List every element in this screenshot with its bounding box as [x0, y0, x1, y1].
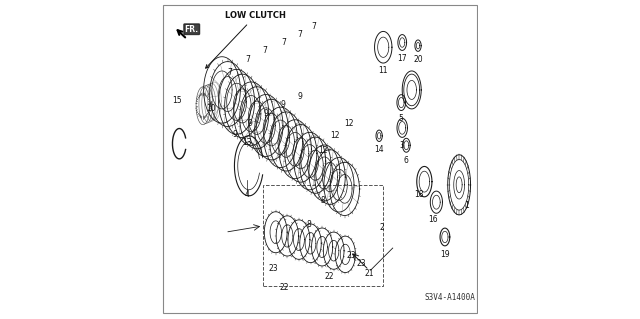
- Text: FR.: FR.: [185, 25, 199, 34]
- Text: 13: 13: [242, 137, 252, 147]
- Text: 23: 23: [347, 251, 356, 260]
- Text: 15: 15: [172, 97, 182, 106]
- Text: 6: 6: [404, 156, 409, 165]
- Text: 7: 7: [227, 68, 232, 77]
- Text: 7: 7: [245, 56, 250, 64]
- Text: 7: 7: [281, 38, 286, 47]
- Text: S3V4-A1400A: S3V4-A1400A: [424, 293, 476, 302]
- Text: 5: 5: [399, 114, 404, 123]
- Text: 12: 12: [319, 145, 328, 154]
- Text: 21: 21: [364, 269, 374, 278]
- Text: 23: 23: [356, 259, 366, 268]
- Text: FR.: FR.: [185, 25, 199, 34]
- Text: 4: 4: [244, 190, 249, 199]
- Text: 8: 8: [320, 196, 325, 205]
- Text: 2: 2: [380, 223, 384, 232]
- Text: 22: 22: [324, 272, 334, 281]
- Text: 17: 17: [397, 54, 407, 63]
- Text: 12: 12: [330, 131, 340, 140]
- Text: 1: 1: [464, 201, 468, 210]
- Text: 7: 7: [297, 30, 302, 39]
- Text: 9: 9: [264, 109, 269, 118]
- Text: 7: 7: [311, 22, 316, 31]
- Text: 14: 14: [374, 145, 384, 154]
- Text: 8: 8: [307, 220, 311, 229]
- Text: 19: 19: [440, 250, 450, 259]
- Text: 9: 9: [233, 130, 237, 139]
- Text: LOW CLUTCH: LOW CLUTCH: [205, 11, 286, 68]
- Text: 9: 9: [247, 119, 252, 128]
- Text: 7: 7: [262, 46, 267, 55]
- Text: 12: 12: [344, 119, 353, 128]
- Text: 18: 18: [415, 190, 424, 199]
- Text: 20: 20: [413, 55, 423, 64]
- Text: 11: 11: [378, 66, 388, 76]
- Text: 10: 10: [206, 104, 216, 113]
- Text: 3: 3: [400, 141, 404, 150]
- Text: 22: 22: [280, 283, 289, 292]
- Text: 9: 9: [280, 100, 285, 109]
- Text: 9: 9: [297, 92, 302, 101]
- Text: 23: 23: [268, 264, 278, 273]
- Text: 16: 16: [428, 215, 438, 224]
